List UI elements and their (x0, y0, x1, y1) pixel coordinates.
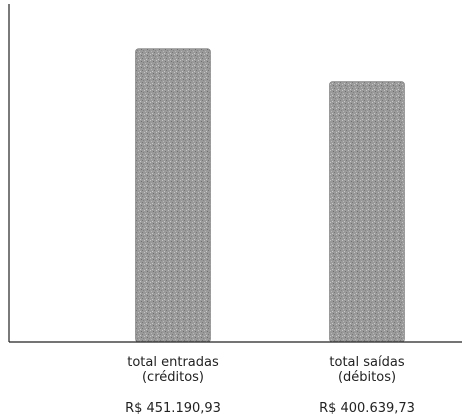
category-label-2: total saídas (débitos) (329, 355, 404, 385)
category-label-1: total entradas (créditos) (127, 355, 219, 385)
value-label-1: R$ 451.190,93 (125, 401, 221, 416)
bar-2 (329, 81, 405, 343)
labels-layer: total entradas (créditos) R$ 451.190,93 tot… (125, 355, 415, 416)
bar-1 (135, 48, 211, 343)
bars-layer (135, 48, 405, 343)
value-label-2: R$ 400.639,73 (319, 401, 415, 416)
